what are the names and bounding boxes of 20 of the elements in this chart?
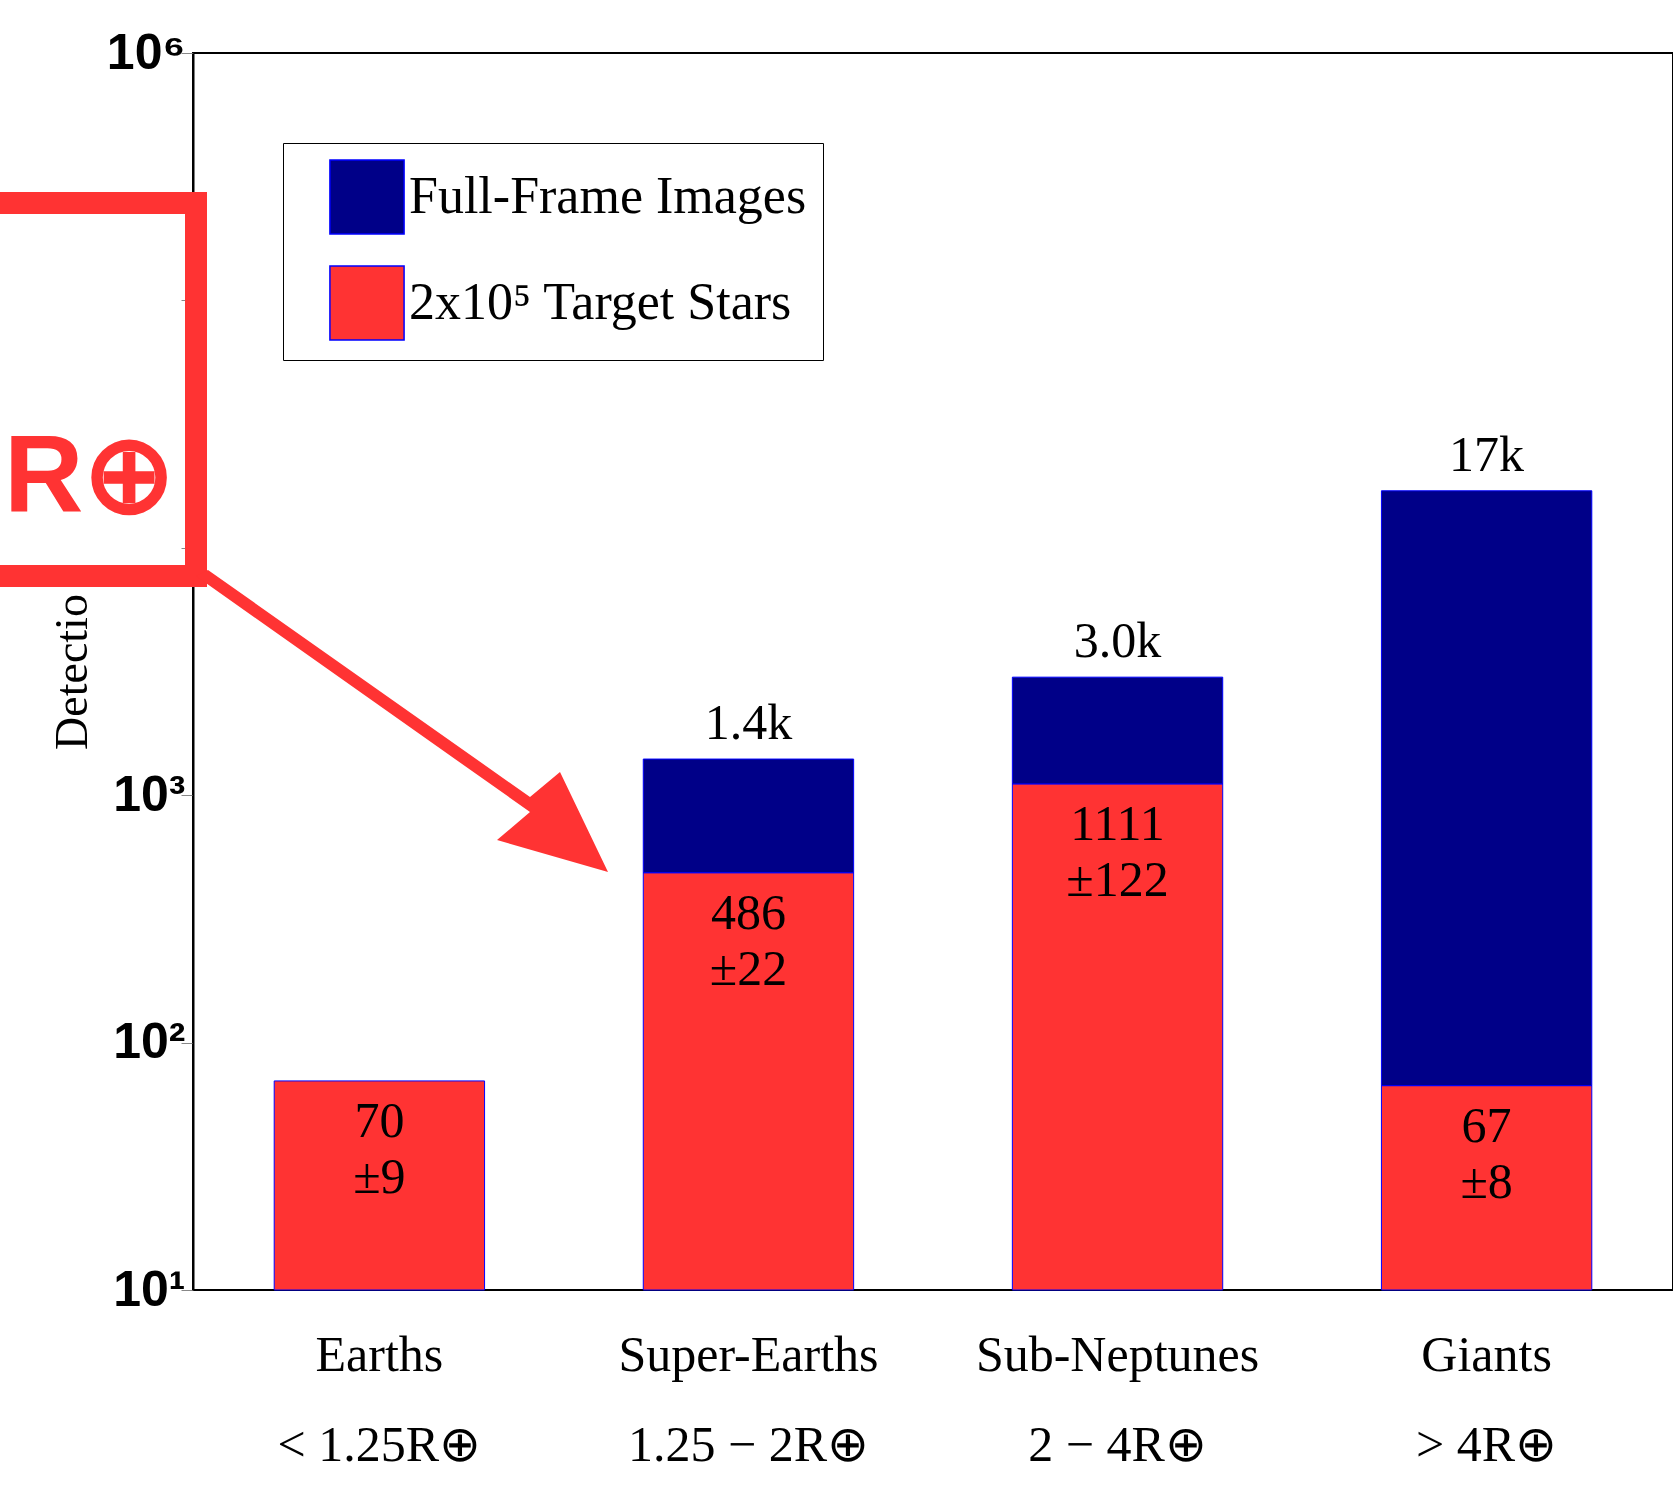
total-label: 3.0k [1073, 612, 1162, 669]
data-label: 1111 ±122 [1066, 794, 1169, 907]
legend-label: Full-Frame Images [409, 167, 807, 224]
data-label: 70 ±9 [353, 1091, 406, 1204]
total-label: 17k [1449, 425, 1525, 482]
x-tick-label: Sub-Neptunes 2 − 4R⊕ [975, 1325, 1260, 1472]
x-tick-label: Earths < 1.25R⊕ [277, 1325, 482, 1472]
x-tick-label: Super-Earths 1.25 − 2R⊕ [618, 1325, 879, 1472]
data-label: 486 ±22 [709, 883, 788, 996]
text: R⊕ [4, 411, 176, 537]
bar [273, 1080, 486, 1291]
y-tick-label: 10⁶ [106, 23, 186, 80]
y-tick-label: 10¹ [113, 1260, 186, 1317]
y-axis-title: Detectio [45, 594, 97, 750]
y-tick-label: 10² [113, 1013, 186, 1070]
y-tick-label: 10³ [113, 765, 186, 822]
data-label: 67 ±8 [1460, 1096, 1513, 1209]
total-label: 1.4k [704, 694, 793, 751]
legend-label: 2x10⁵ Target Stars [409, 273, 792, 330]
x-tick-label: Giants > 4R⊕ [1416, 1325, 1558, 1472]
